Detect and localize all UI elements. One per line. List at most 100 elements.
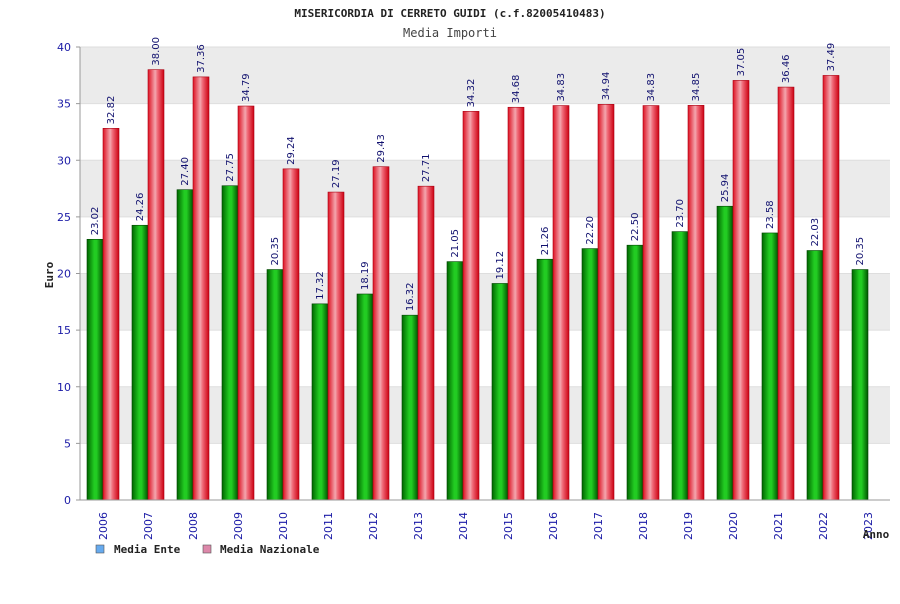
- data-label: 37.49: [826, 43, 837, 72]
- grid-band: [80, 273, 890, 331]
- bar-media-nazionale-2016: [552, 105, 570, 501]
- data-label: 24.26: [135, 193, 146, 222]
- data-label: 37.36: [196, 44, 207, 73]
- x-tick-label: 2006: [97, 512, 110, 540]
- bar-media-ente-2021: [761, 232, 779, 501]
- data-label: 27.71: [421, 154, 432, 183]
- x-tick-label: 2007: [142, 512, 155, 540]
- bar-media-nazionale-2020: [732, 80, 750, 501]
- grid-band: [80, 386, 890, 444]
- data-label: 21.26: [540, 227, 551, 256]
- x-tick-label: 2010: [277, 512, 290, 540]
- bar-media-nazionale-2022: [822, 75, 840, 501]
- data-label: 34.83: [556, 73, 567, 102]
- y-tick-label: 25: [57, 211, 71, 224]
- data-label: 20.35: [270, 237, 281, 266]
- x-tick-label: 2018: [637, 512, 650, 540]
- bar-media-ente-2013: [401, 314, 419, 501]
- data-label: 38.00: [151, 37, 162, 66]
- x-tick-label: 2014: [457, 512, 470, 540]
- legend-swatch-media-nazionale: [202, 544, 212, 554]
- data-label: 17.32: [315, 271, 326, 300]
- data-label: 23.02: [90, 207, 101, 236]
- data-label: 27.40: [180, 157, 191, 186]
- y-tick-label: 40: [57, 41, 71, 54]
- bar-media-nazionale-2010: [282, 168, 300, 501]
- data-label: 34.85: [691, 73, 702, 102]
- legend-label-media-nazionale: Media Nazionale: [220, 543, 320, 556]
- bar-media-ente-2006: [86, 238, 104, 501]
- y-tick-label: 5: [64, 437, 71, 450]
- chart-subtitle: Media Importi: [403, 26, 497, 40]
- x-tick-label: 2011: [322, 512, 335, 540]
- data-label: 34.32: [466, 79, 477, 108]
- legend-label-media-ente: Media Ente: [114, 543, 181, 556]
- x-tick-label: 2020: [727, 512, 740, 540]
- y-tick-label: 15: [57, 324, 71, 337]
- data-label: 32.82: [106, 96, 117, 125]
- bar-media-nazionale-2006: [102, 128, 120, 501]
- data-label: 34.79: [241, 73, 252, 102]
- data-label: 22.03: [810, 218, 821, 247]
- x-tick-label: 2012: [367, 512, 380, 540]
- data-label: 23.58: [765, 200, 776, 229]
- x-tick-label: 2016: [547, 512, 560, 540]
- y-tick-label: 20: [57, 268, 71, 281]
- data-label: 27.75: [225, 153, 236, 182]
- x-tick-label: 2013: [412, 512, 425, 540]
- bar-media-ente-2014: [446, 261, 464, 501]
- grid-band: [80, 216, 890, 274]
- x-tick-label: 2022: [817, 512, 830, 540]
- y-tick-label: 30: [57, 154, 71, 167]
- bar-media-ente-2015: [491, 283, 509, 501]
- grid-band: [80, 160, 890, 217]
- x-tick-label: 2009: [232, 512, 245, 540]
- bar-media-nazionale-2013: [417, 185, 435, 501]
- grid-bands: [80, 46, 890, 501]
- bar-media-nazionale-2014: [462, 111, 480, 501]
- x-tick-label: 2015: [502, 512, 515, 540]
- data-label: 22.50: [630, 213, 641, 242]
- bar-media-nazionale-2009: [237, 105, 255, 501]
- axes-layer: 0 5 10 15 20 25 30 35 40 2006 2007 2008 2009 2010 2011…: [57, 41, 890, 540]
- data-label: 19.12: [495, 251, 506, 280]
- data-label: 37.05: [736, 48, 747, 77]
- y-tick-label: 10: [57, 381, 71, 394]
- legend: Media Ente Media Nazionale: [95, 543, 320, 556]
- bar-media-ente-2017: [581, 248, 599, 501]
- x-axis-label: Anno: [863, 528, 890, 541]
- x-tick-label: 2008: [187, 512, 200, 540]
- data-label: 34.83: [646, 73, 657, 102]
- data-label: 34.68: [511, 75, 522, 104]
- bar-media-nazionale-2012: [372, 166, 390, 501]
- data-label: 29.43: [376, 134, 387, 163]
- bar-media-nazionale-2021: [777, 86, 795, 501]
- data-label: 34.94: [601, 72, 612, 101]
- chart-title: MISERICORDIA DI CERRETO GUIDI (c.f.82005…: [294, 7, 605, 20]
- data-label: 25.94: [720, 174, 731, 203]
- legend-item-media-nazionale: Media Nazionale: [202, 543, 320, 556]
- bar-media-ente-2023: [851, 269, 869, 501]
- bar-media-nazionale-2008: [192, 76, 210, 501]
- bar-media-ente-2009: [221, 185, 239, 501]
- bar-media-ente-2012: [356, 293, 374, 501]
- bar-media-ente-2016: [536, 258, 554, 501]
- bar-media-ente-2018: [626, 244, 644, 501]
- data-label: 36.46: [781, 54, 792, 83]
- bar-media-nazionale-2019: [687, 105, 705, 501]
- bar-media-ente-2011: [311, 303, 329, 501]
- bar-media-ente-2008: [176, 189, 194, 501]
- bar-media-nazionale-2011: [327, 191, 345, 501]
- data-label: 27.19: [331, 159, 342, 188]
- grid-band: [80, 103, 890, 161]
- data-label: 18.19: [360, 261, 371, 290]
- data-label: 22.20: [585, 216, 596, 245]
- y-axis-label: Euro: [43, 261, 56, 288]
- data-label: 23.70: [675, 199, 686, 228]
- x-tick-label: 2021: [772, 512, 785, 540]
- bar-media-ente-2019: [671, 231, 689, 501]
- y-tick-label: 35: [57, 98, 71, 111]
- grid-band: [80, 47, 890, 104]
- x-tick-label: 2023: [862, 512, 875, 540]
